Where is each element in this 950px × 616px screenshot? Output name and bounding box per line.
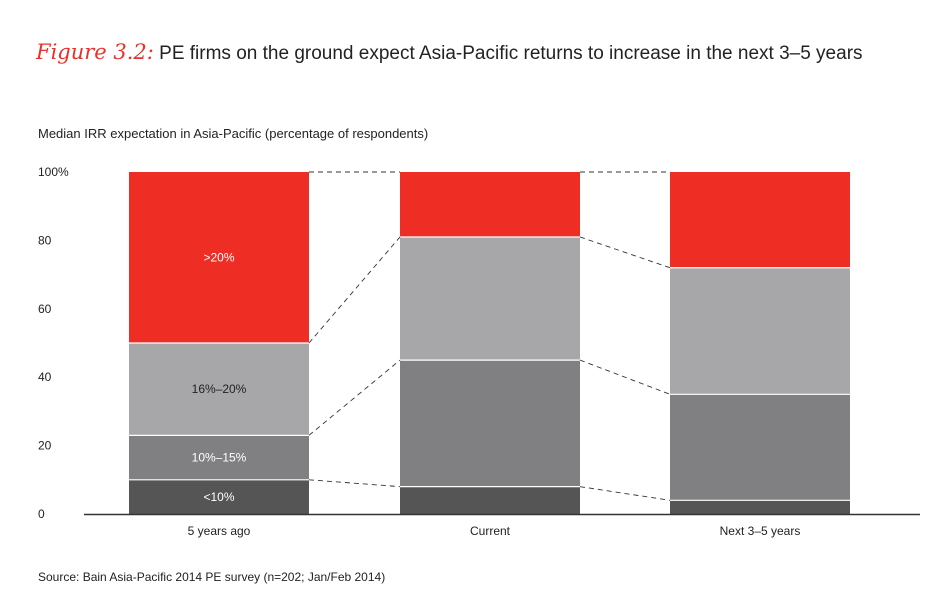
connector-line <box>308 479 401 488</box>
segment-label: 16%–20% <box>192 382 247 396</box>
y-tick-label: 0 <box>38 507 45 521</box>
bar-segment <box>129 479 309 514</box>
connector-line <box>308 359 401 436</box>
x-category-label: 5 years ago <box>188 524 251 538</box>
bar-segment <box>400 236 580 361</box>
segment-label: 10%–15% <box>192 451 247 465</box>
chart-subtitle: Median IRR expectation in Asia-Pacific (… <box>38 126 429 141</box>
x-category-label: Next 3–5 years <box>720 524 801 538</box>
connector-line <box>579 359 671 395</box>
connector-line <box>308 236 401 344</box>
segment-label: <10% <box>203 490 234 504</box>
figure-title-text: PE firms on the ground expect Asia-Pacif… <box>159 43 863 64</box>
connector-line <box>579 486 671 501</box>
source-note: Source: Bain Asia-Pacific 2014 PE survey… <box>38 570 386 584</box>
bar-segment <box>129 343 309 436</box>
y-tick-label: 20 <box>38 439 52 453</box>
segment-label: >20% <box>203 251 234 265</box>
figure-title: Figure 3.2: PE firms on the ground expec… <box>36 40 863 65</box>
bar-segment <box>400 486 580 514</box>
bar-segment <box>670 172 850 268</box>
y-tick-label: 80 <box>38 233 52 247</box>
bar-segment <box>670 500 850 514</box>
y-tick-label: 100% <box>38 165 69 179</box>
bar-segment <box>400 360 580 487</box>
bar-segment <box>129 435 309 480</box>
bar-segment <box>670 267 850 395</box>
y-tick-label: 40 <box>38 370 52 384</box>
figure-label: Figure 3.2: <box>36 40 154 64</box>
bar-segment <box>670 394 850 501</box>
x-category-label: Current <box>470 524 511 538</box>
y-tick-label: 60 <box>38 302 52 316</box>
bar-segment <box>129 172 309 343</box>
bar-segment <box>400 172 580 237</box>
connector-line <box>579 236 671 269</box>
